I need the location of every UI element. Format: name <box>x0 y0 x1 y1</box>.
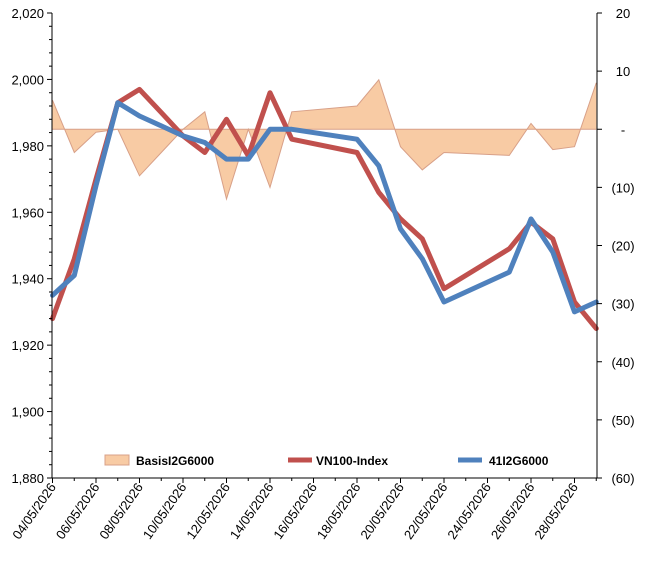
area-outline-basis <box>52 78 597 201</box>
x-tick-label: 06/05/2026 <box>53 480 103 542</box>
x-tick-label: 10/05/2026 <box>140 480 190 542</box>
right-tick-label: (60) <box>611 471 634 486</box>
legend-swatch-basis <box>104 454 130 466</box>
x-tick-label: 04/05/2026 <box>9 480 59 542</box>
left-y-axis: 1,880 1,900 1,920 1,940 1,960 1,980 2,000 2,020 <box>11 6 53 486</box>
right-tick-label: - <box>621 122 625 137</box>
left-tick-label: 1,940 <box>11 272 44 287</box>
legend-label-41i2g6000: 41I2G6000 <box>489 454 549 468</box>
right-tick-label: (40) <box>611 355 634 370</box>
x-tick-label: 16/05/2026 <box>270 480 320 542</box>
x-tick-label: 26/05/2026 <box>488 480 538 542</box>
series-line-41i2g6000 <box>50 100 599 315</box>
left-tick-label: 2,000 <box>11 72 44 87</box>
x-tick-label: 12/05/2026 <box>183 480 233 542</box>
x-tick-label: 22/05/2026 <box>401 480 451 542</box>
legend-label-basis: BasisI2G6000 <box>136 454 214 468</box>
right-y-axis: (60) (50) (40) (30) (20) (10) - 10 20 <box>596 6 635 486</box>
x-tick-label: 14/05/2026 <box>227 480 277 542</box>
x-tick-label: 20/05/2026 <box>357 480 407 542</box>
left-tick-label: 1,980 <box>11 139 44 154</box>
series-line-vn100-index <box>50 86 599 331</box>
area-fill-basis <box>52 79 597 199</box>
right-tick-label: (10) <box>611 180 634 195</box>
right-tick-label: (50) <box>611 413 634 428</box>
x-tick-label: 08/05/2026 <box>96 480 146 542</box>
legend-label-vn100: VN100-Index <box>316 454 388 468</box>
x-tick-label: 24/05/2026 <box>444 480 494 542</box>
legend: BasisI2G6000 VN100-Index 41I2G6000 <box>104 454 549 468</box>
x-axis: 04/05/202606/05/202608/05/202610/05/2026… <box>9 477 597 542</box>
right-tick-label: (20) <box>611 239 634 254</box>
right-tick-label: 10 <box>616 64 630 79</box>
left-tick-label: 1,920 <box>11 338 44 353</box>
left-tick-label: 1,880 <box>11 471 44 486</box>
left-tick-label: 1,900 <box>11 405 44 420</box>
plot-area <box>50 78 599 331</box>
right-tick-label: 20 <box>616 6 630 21</box>
left-tick-label: 1,960 <box>11 205 44 220</box>
left-tick-label: 2,020 <box>11 6 44 21</box>
right-tick-label: (30) <box>611 297 634 312</box>
x-tick-label: 28/05/2026 <box>531 480 581 542</box>
x-tick-label: 18/05/2026 <box>314 480 364 542</box>
